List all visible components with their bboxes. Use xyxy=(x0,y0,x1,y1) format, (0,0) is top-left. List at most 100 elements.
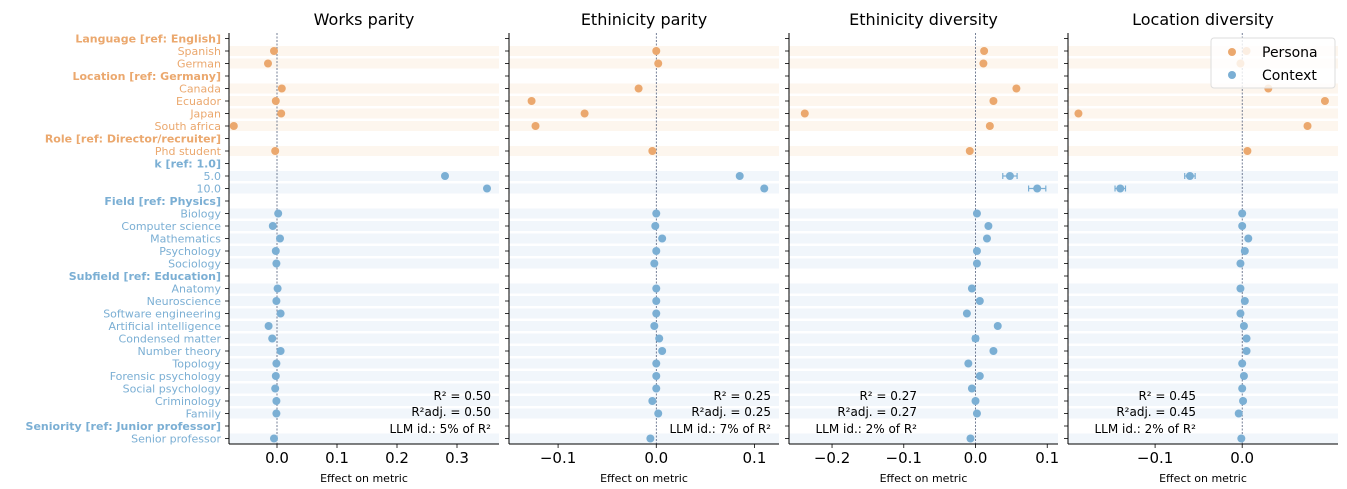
x-tick-label: 0.2 xyxy=(385,449,409,467)
data-point xyxy=(1242,334,1251,343)
row-band xyxy=(1068,83,1338,94)
data-point xyxy=(975,372,984,380)
row-label: Senior professor xyxy=(131,433,221,446)
row-band xyxy=(789,183,1058,194)
row-band xyxy=(1068,371,1338,381)
row-band xyxy=(229,321,499,331)
data-point xyxy=(648,147,657,155)
row-band xyxy=(509,408,779,419)
row-band xyxy=(789,121,1058,131)
row-label: Spanish xyxy=(178,45,221,58)
row-band xyxy=(229,396,499,406)
row-band xyxy=(229,233,499,244)
row-label: 10.0 xyxy=(197,183,222,196)
row-band xyxy=(509,283,779,294)
row-label: Family xyxy=(186,408,222,421)
row-label: Computer science xyxy=(121,220,221,233)
row-band xyxy=(229,296,499,306)
row-band xyxy=(789,108,1058,119)
data-point xyxy=(655,334,664,343)
data-point xyxy=(989,347,998,355)
data-point xyxy=(972,247,981,255)
data-point xyxy=(993,322,1002,330)
data-point xyxy=(1238,222,1247,230)
row-band xyxy=(229,246,499,256)
data-point xyxy=(271,372,280,380)
data-point xyxy=(1240,247,1249,255)
data-point xyxy=(483,184,491,193)
data-point xyxy=(972,259,981,268)
data-point xyxy=(272,259,281,268)
x-axis-label: Effect on metric xyxy=(320,472,408,485)
row-band xyxy=(509,96,779,106)
row-band xyxy=(789,333,1058,344)
annotation-r2-adj: R²adj. = 0.25 xyxy=(691,405,771,419)
annotation-r2: R² = 0.45 xyxy=(1138,389,1196,403)
row-band xyxy=(509,171,779,181)
row-label: Number theory xyxy=(138,345,222,358)
data-point xyxy=(652,372,661,380)
row-band xyxy=(229,258,499,269)
data-point xyxy=(271,384,280,393)
x-tick-label: −0.1 xyxy=(886,449,922,467)
data-point xyxy=(441,172,449,180)
annotation-r2-adj: R²adj. = 0.45 xyxy=(1116,405,1196,419)
data-point xyxy=(1116,184,1125,193)
row-band xyxy=(229,221,499,231)
row-band xyxy=(1068,296,1338,306)
data-point xyxy=(650,322,659,330)
row-band xyxy=(1068,233,1338,244)
data-point xyxy=(971,397,980,405)
row-band xyxy=(229,171,499,181)
row-band xyxy=(509,58,779,69)
annotation-r2: R² = 0.25 xyxy=(713,389,771,403)
data-point xyxy=(271,147,280,155)
row-band xyxy=(509,346,779,356)
data-point xyxy=(982,234,991,243)
row-band xyxy=(509,183,779,194)
data-point xyxy=(964,359,973,368)
data-point xyxy=(975,297,984,305)
data-point xyxy=(654,409,663,418)
data-point xyxy=(1185,172,1194,180)
data-point xyxy=(1236,284,1245,293)
data-point xyxy=(527,97,536,105)
row-band xyxy=(1068,308,1338,319)
row-band xyxy=(789,58,1058,69)
row-band xyxy=(789,83,1058,94)
data-point xyxy=(1074,109,1083,118)
data-point xyxy=(650,259,659,268)
row-band xyxy=(229,58,499,69)
annotation-llm-id: LLM id.: 7% of R² xyxy=(669,422,771,436)
data-point xyxy=(273,284,282,293)
x-tick-label: 0.0 xyxy=(644,449,668,467)
data-point xyxy=(1236,309,1245,318)
data-point xyxy=(264,322,273,330)
row-band xyxy=(789,221,1058,231)
row-band xyxy=(789,171,1058,181)
data-point xyxy=(967,284,976,293)
data-point xyxy=(1243,147,1252,155)
x-tick-label: 0.1 xyxy=(743,449,767,467)
row-band xyxy=(229,346,499,356)
row-band xyxy=(509,358,779,369)
data-point xyxy=(1239,372,1248,380)
data-point xyxy=(1238,209,1247,218)
row-label: Criminology xyxy=(155,395,222,408)
data-point xyxy=(268,334,277,343)
annotation-r2: R² = 0.27 xyxy=(859,389,917,403)
row-label: Phd student xyxy=(155,145,222,158)
data-point xyxy=(735,172,744,180)
row-band xyxy=(1068,171,1338,181)
panel-title: Ethinicity diversity xyxy=(849,10,998,29)
data-point xyxy=(652,297,661,305)
row-band xyxy=(789,233,1058,244)
row-group-header: Seniority [ref: Junior professor] xyxy=(26,420,221,433)
row-label: Forensic psychology xyxy=(110,370,222,383)
x-axis-label: Effect on metric xyxy=(600,472,688,485)
row-group-header: Role [ref: Director/recruiter] xyxy=(45,133,221,146)
x-tick-label: −0.1 xyxy=(540,449,576,467)
row-band xyxy=(1068,358,1338,369)
x-axis-label: Effect on metric xyxy=(880,472,968,485)
row-band xyxy=(229,358,499,369)
